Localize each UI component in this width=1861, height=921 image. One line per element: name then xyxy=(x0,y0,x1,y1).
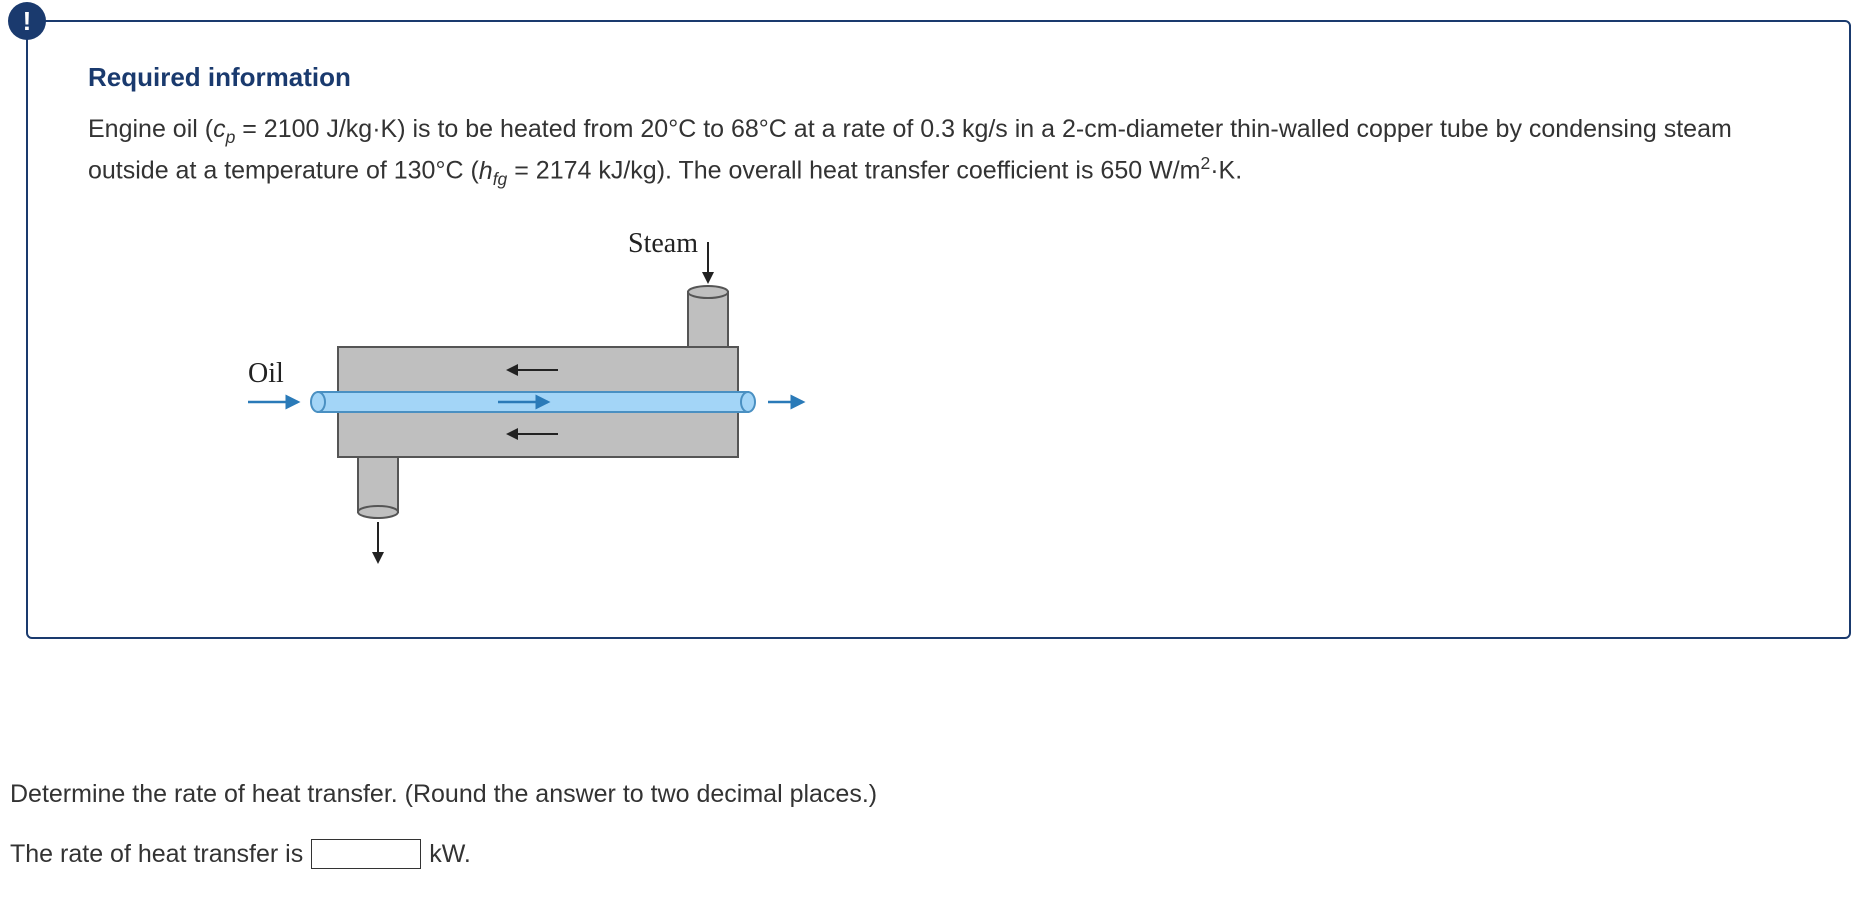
answer-prefix: The rate of heat transfer is xyxy=(10,840,303,869)
alert-icon-text: ! xyxy=(23,6,32,37)
text-part-1a: Engine oil ( xyxy=(88,115,213,143)
question-prompt: Determine the rate of heat transfer. (Ro… xyxy=(10,780,1851,809)
steam-label: Steam xyxy=(628,228,698,259)
heat-exchanger-diagram: Steam Oil xyxy=(188,222,1789,587)
shell-inlet-stub xyxy=(688,292,728,347)
required-info-box: Required information Engine oil (cp = 21… xyxy=(26,20,1851,639)
question-area: Determine the rate of heat transfer. (Ro… xyxy=(10,780,1851,869)
alert-icon: ! xyxy=(8,2,46,40)
text-part-1c: = 2174 kJ/kg). The overall heat transfer… xyxy=(507,157,1200,185)
hfg-subscript: fg xyxy=(493,169,508,189)
problem-statement: Engine oil (cp = 2100 J/kg·K) is to be h… xyxy=(88,111,1789,192)
answer-input[interactable] xyxy=(311,839,421,869)
oil-label: Oil xyxy=(248,358,284,389)
answer-unit: kW. xyxy=(429,840,471,869)
required-info-header: Required information xyxy=(88,62,1789,93)
text-part-1d: ·K. xyxy=(1210,157,1242,185)
squared-superscript: 2 xyxy=(1200,153,1210,173)
hfg-variable: h xyxy=(479,157,493,185)
oil-tube-right-cap xyxy=(741,392,755,412)
shell-inlet-cap xyxy=(688,286,728,298)
oil-tube-left-cap xyxy=(311,392,325,412)
cp-subscript: p xyxy=(226,127,236,147)
diagram-svg: Steam Oil xyxy=(188,222,808,582)
shell-outlet-stub xyxy=(358,457,398,512)
answer-line: The rate of heat transfer is kW. xyxy=(10,839,1851,869)
shell-outlet-cap xyxy=(358,506,398,518)
cp-variable: c xyxy=(213,115,226,143)
